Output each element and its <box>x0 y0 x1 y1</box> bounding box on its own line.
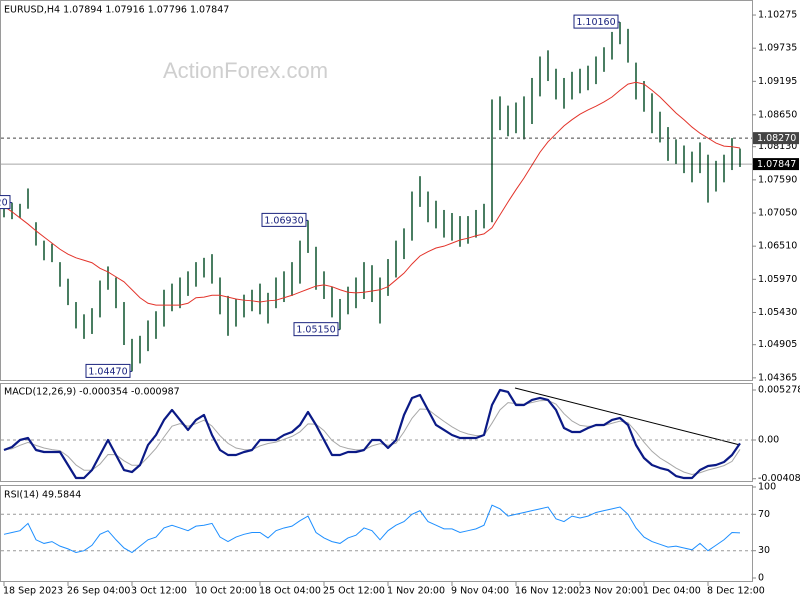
y-tick-label: 30 <box>758 545 770 556</box>
y-tick-label: -0.004087 <box>758 473 800 484</box>
macd-line <box>3 388 741 480</box>
y-tick-label: 1.07050 <box>758 208 797 219</box>
y-tick-label: 1.09735 <box>758 43 797 54</box>
x-tick-label: 25 Oct 12:00 <box>323 586 385 597</box>
x-tick-label: 16 Nov 12:00 <box>515 586 579 597</box>
y-tick-label: 0.00 <box>758 434 779 445</box>
x-tick-label: 23 Nov 20:00 <box>579 586 643 597</box>
price-label-box <box>753 132 799 145</box>
price-label-box <box>753 158 799 171</box>
x-tick-label: 10 Oct 20:00 <box>195 586 257 597</box>
x-tick-label: 18 Oct 04:00 <box>259 586 321 597</box>
x-tick-label: 8 Dec 12:00 <box>707 586 765 597</box>
annotation-label: 1.06930 <box>264 215 303 226</box>
y-tick-label: 1.08650 <box>758 109 797 120</box>
annotation-label: 1.04470 <box>88 366 127 377</box>
annotation-box <box>85 363 131 378</box>
y-tick-label: 70 <box>758 509 770 520</box>
y-tick-label: 1.06510 <box>758 241 797 252</box>
rsi-line <box>3 504 741 554</box>
y-tick-label: 1.04365 <box>758 372 797 383</box>
annotation-label: 1.05150 <box>296 325 335 336</box>
y-tick-label: 0.005278 <box>758 385 800 396</box>
x-tick-label: 9 Nov 04:00 <box>451 586 509 597</box>
x-tick-label: 1 Nov 20:00 <box>387 586 445 597</box>
y-tick-label: 1.08130 <box>758 141 797 152</box>
moving-average <box>3 81 741 306</box>
trend-line <box>514 387 741 446</box>
macd-title: MACD(12,26,9) -0.000354 -0.000987 <box>4 387 180 398</box>
annotation-box <box>293 322 339 337</box>
price-panel-frame <box>0 0 753 381</box>
y-tick-label: 1.07590 <box>758 174 797 185</box>
x-tick-label: 26 Sep 04:00 <box>67 586 130 597</box>
rsi-title: RSI(14) 49.5844 <box>4 490 81 501</box>
annotation-label: 1.10160 <box>576 17 615 28</box>
chart-title: EURUSD,H4 1.07894 1.07916 1.07796 1.0784… <box>4 5 229 16</box>
y-tick-label: 1.05970 <box>758 274 797 285</box>
annotation-box <box>573 14 619 29</box>
watermark: ActionForex.com <box>163 58 328 83</box>
y-tick-label: 1.09195 <box>758 76 797 87</box>
y-tick-label: 1.10275 <box>758 10 797 21</box>
signal-line <box>3 399 741 476</box>
y-tick-label: 100 <box>758 482 776 493</box>
price-label: 1.07847 <box>757 159 796 170</box>
annotation-box <box>0 195 11 210</box>
macd-panel-frame <box>0 383 753 482</box>
annotation-label: 1.07220 <box>0 198 8 209</box>
x-tick-label: 1 Dec 04:00 <box>643 586 701 597</box>
rsi-panel-frame <box>0 485 753 582</box>
price-label: 1.08270 <box>757 133 796 144</box>
y-tick-label: 0 <box>758 572 764 583</box>
annotation-box <box>261 212 307 227</box>
x-tick-label: 3 Oct 12:00 <box>131 586 187 597</box>
x-tick-label: 18 Sep 2023 <box>3 586 63 597</box>
y-tick-label: 1.04905 <box>758 339 797 350</box>
y-tick-label: 1.05430 <box>758 307 797 318</box>
